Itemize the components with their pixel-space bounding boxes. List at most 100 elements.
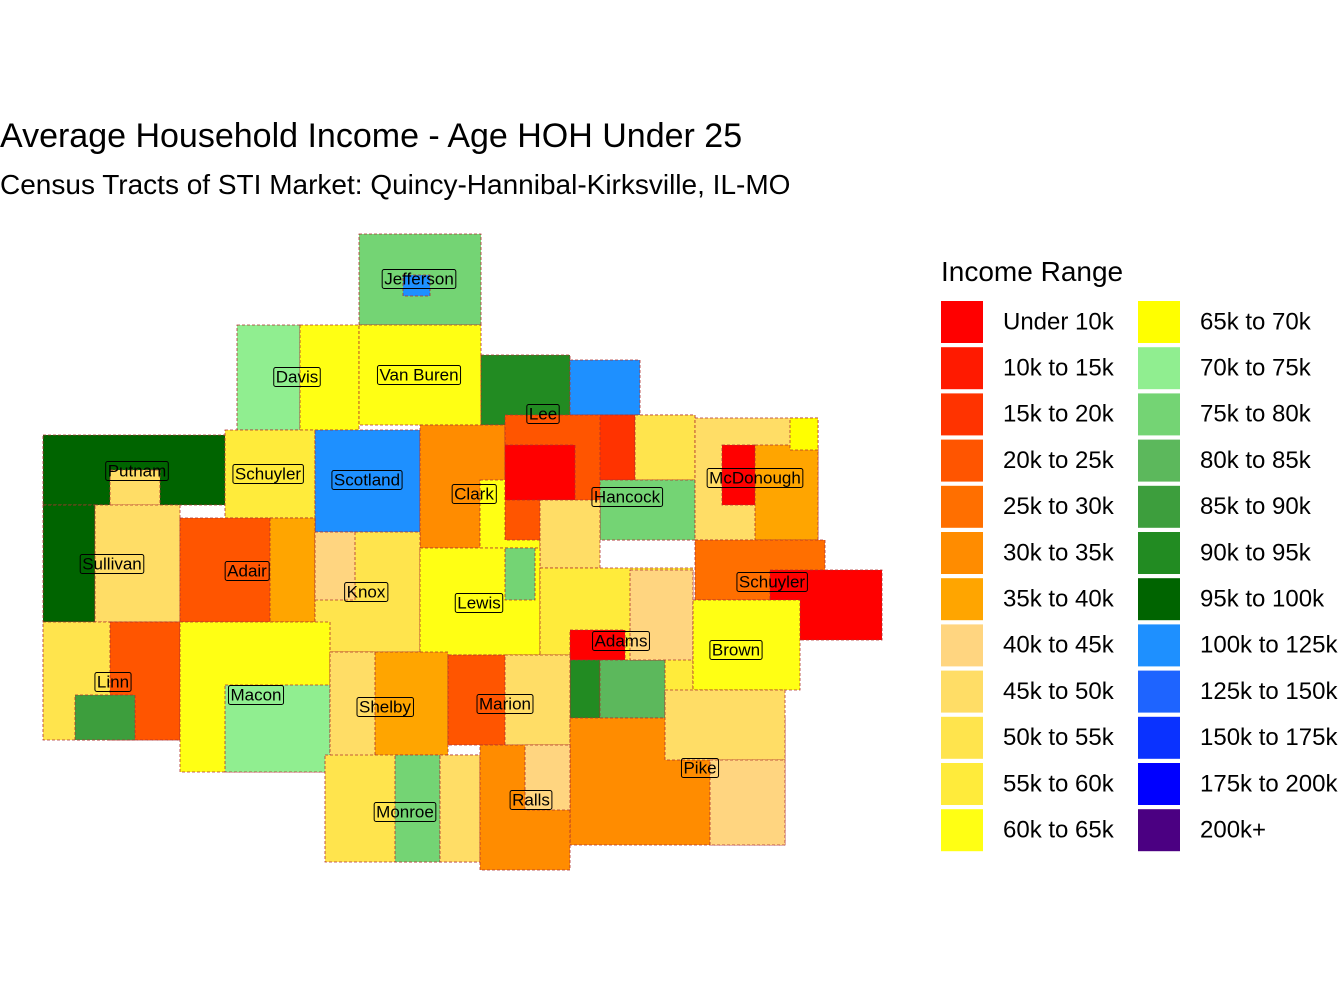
- tract-region: [109, 469, 161, 506]
- county-label-box: [273, 366, 321, 387]
- regions: [42, 233, 883, 871]
- tract-region: [439, 754, 481, 863]
- county-label: Hancock: [594, 487, 661, 506]
- county-label-box: [79, 553, 145, 574]
- legend-label: 60k to 65k: [1003, 817, 1115, 844]
- legend-swatch: [1138, 624, 1180, 667]
- legend-label: Under 10k: [1003, 308, 1115, 335]
- county-label-box: [736, 571, 808, 592]
- county-label-box: [526, 403, 560, 424]
- tract-region: [692, 599, 801, 691]
- county-label-box: [709, 639, 763, 660]
- legend-swatch: [1138, 809, 1180, 852]
- legend-swatch: [941, 670, 983, 713]
- legend-swatch: [941, 439, 983, 482]
- legend-label: 35k to 40k: [1003, 586, 1115, 613]
- legend-label: 80k to 85k: [1200, 447, 1312, 474]
- county-label-box: [224, 560, 270, 581]
- tract-region: [269, 517, 316, 623]
- county-label-box: [376, 364, 462, 385]
- legend-label: 20k to 25k: [1003, 447, 1115, 474]
- subtitle: Census Tracts of STI Market: Quincy-Hann…: [0, 169, 790, 200]
- legend-label: 150k to 175k: [1200, 724, 1338, 751]
- title: Average Household Income - Age HOH Under…: [0, 117, 742, 155]
- tract-region: [599, 479, 696, 541]
- legend-swatch: [1138, 532, 1180, 574]
- county-label-box: [451, 483, 497, 504]
- legend-swatch: [1138, 485, 1180, 528]
- county-label: Knox: [347, 582, 386, 601]
- tract-region: [314, 531, 356, 601]
- legend-swatch: [1138, 763, 1180, 805]
- legend-label: 90k to 95k: [1200, 539, 1312, 566]
- county-label-box: [706, 467, 804, 488]
- legend-swatch: [1138, 670, 1180, 713]
- county-label: Monroe: [376, 802, 434, 821]
- legend-swatch: [941, 809, 983, 852]
- county-label-box: [509, 789, 553, 810]
- tract-region: [480, 354, 571, 426]
- tract-region: [504, 654, 571, 746]
- county-label-box: [227, 684, 285, 705]
- county-label-box: [592, 630, 650, 651]
- legend-label: 70k to 75k: [1200, 355, 1312, 382]
- legend-label: 30k to 35k: [1003, 539, 1115, 566]
- legend-title: Income Range: [941, 256, 1123, 287]
- legend-label: 200k+: [1200, 817, 1266, 844]
- county-label-box: [373, 801, 437, 822]
- county-label-box: [680, 757, 720, 778]
- county-label-box: [356, 696, 414, 717]
- tract-region: [754, 444, 819, 541]
- legend-swatch: [941, 393, 983, 436]
- tract-region: [224, 684, 331, 773]
- county-label-box: [381, 268, 457, 289]
- county-label: Pike: [683, 758, 716, 777]
- county-label-box: [105, 460, 169, 481]
- county-label: Adams: [595, 631, 648, 650]
- legend-swatch: [941, 532, 983, 574]
- tract-region: [599, 414, 636, 481]
- county-label: Scotland: [334, 470, 400, 489]
- legend-label: 65k to 70k: [1200, 308, 1312, 335]
- county-label-box: [476, 693, 534, 714]
- legend-label: 95k to 100k: [1200, 586, 1325, 613]
- legend-label: 45k to 50k: [1003, 678, 1115, 705]
- legend-swatch: [1138, 439, 1180, 482]
- tract-region: [664, 689, 786, 761]
- county-label: Schuyler: [235, 464, 301, 483]
- tract-region: [74, 694, 136, 741]
- county-label: Marion: [479, 694, 531, 713]
- county-label-box: [344, 581, 389, 602]
- county-label: Jefferson: [384, 269, 454, 288]
- legend-label: 55k to 60k: [1003, 770, 1115, 797]
- tract-region: [524, 744, 571, 811]
- tract-region: [42, 504, 96, 623]
- legend-swatch: [941, 578, 983, 621]
- legend-label: 125k to 150k: [1200, 678, 1338, 705]
- tract-region: [236, 324, 301, 431]
- county-label-box: [94, 671, 132, 692]
- legend-swatch: [941, 347, 983, 390]
- legend-swatch: [1138, 578, 1180, 621]
- county-label: Lewis: [457, 593, 500, 612]
- tract-region: [504, 547, 536, 601]
- county-label: Shelby: [359, 697, 411, 716]
- legend-swatch: [941, 301, 983, 343]
- legend-label: 75k to 80k: [1200, 401, 1312, 428]
- county-label: Ralls: [512, 790, 550, 809]
- legend-label: 10k to 15k: [1003, 355, 1115, 382]
- county-label: Clark: [454, 484, 494, 503]
- legend-swatch: [1138, 393, 1180, 436]
- county-label: Putnam: [108, 461, 167, 480]
- county-label: Van Buren: [379, 365, 458, 384]
- county-label: Adair: [227, 561, 267, 580]
- legend: Under 10k 10k to 15k 15k to 20k 20k to 25k 2…: [941, 301, 1338, 852]
- county-label-box: [591, 486, 664, 507]
- tract-region: [709, 759, 786, 846]
- county-label: Linn: [97, 672, 129, 691]
- legend-swatch: [941, 763, 983, 805]
- legend-swatch: [941, 716, 983, 759]
- tract-region: [94, 504, 181, 623]
- tract-region: [394, 754, 441, 863]
